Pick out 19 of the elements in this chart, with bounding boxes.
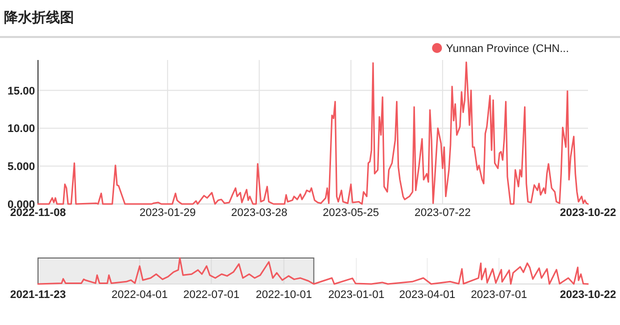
x-tick-label: 2023-03-28 (231, 207, 288, 219)
y-tick-label: 5.000 (7, 161, 35, 174)
y-tick-label: 15.00 (7, 85, 35, 98)
x-tick-label: 2023-05-25 (322, 207, 380, 219)
x-tick-label: 2023-07-22 (414, 207, 471, 219)
x-tick-label: 2022-10-01 (256, 289, 312, 301)
x-tick-label: 2023-01-29 (139, 207, 196, 219)
x-tick-label: 2022-07-01 (183, 289, 240, 301)
x-tick-label: 2023-01-01 (328, 289, 384, 301)
x-tick-label: 2023-04-01 (399, 289, 456, 301)
x-tick-label: 2022-11-08 (10, 207, 66, 219)
x-tick-label: 2023-10-22 (560, 207, 616, 219)
x-tick-label: 2023-07-01 (470, 289, 528, 301)
legend-label: Yunnan Province (CHN... (446, 43, 569, 55)
y-tick-label: 10.00 (7, 123, 35, 136)
x-tick-label: 2022-04-01 (112, 289, 168, 301)
x-tick-label: 2021-11-23 (10, 289, 66, 301)
chart-title: 降水折线图 (4, 10, 74, 26)
x-tick-label: 2023-10-22 (560, 289, 616, 301)
